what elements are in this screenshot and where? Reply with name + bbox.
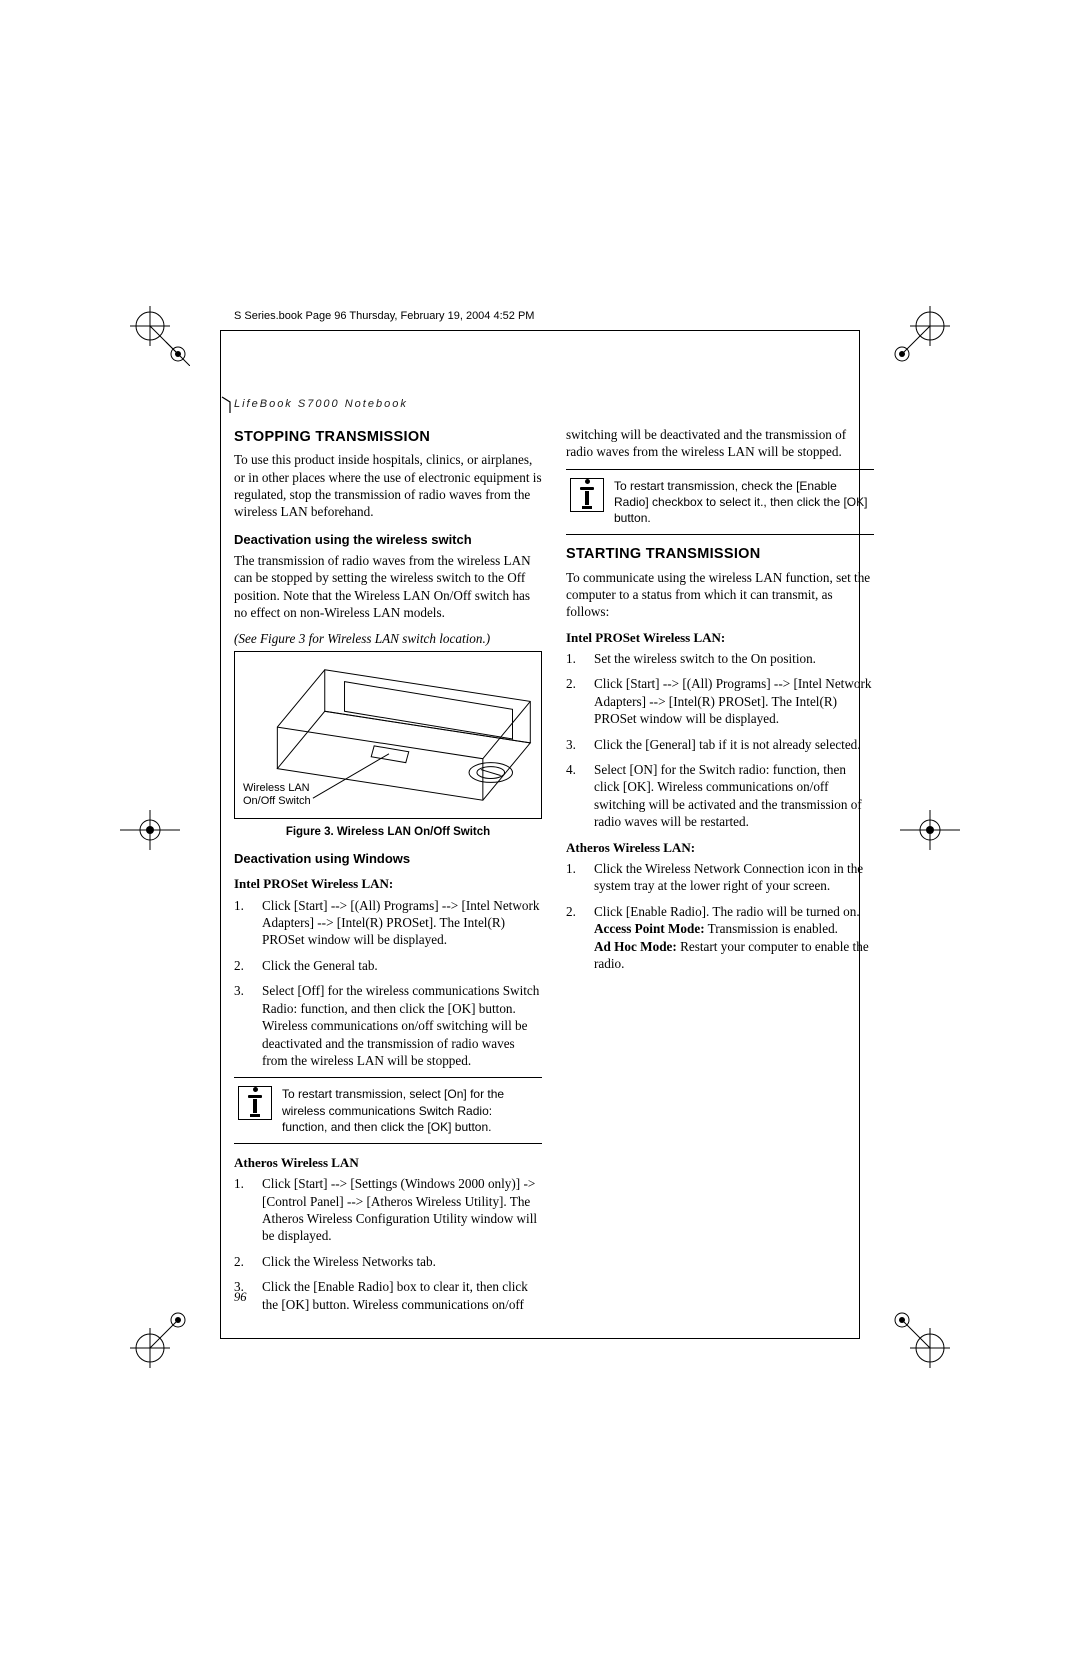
running-head-tick <box>221 396 231 414</box>
list-item: Click [Start] --> [Settings (Windows 200… <box>234 1175 542 1245</box>
framemaker-header: S Series.book Page 96 Thursday, February… <box>234 310 534 322</box>
list-item: Select [Off] for the wireless communicat… <box>234 982 542 1069</box>
page-number: 96 <box>234 1290 247 1305</box>
intel-start-steps: Set the wireless switch to the On positi… <box>566 650 874 831</box>
heading-deactivation-switch: Deactivation using the wireless switch <box>234 531 542 548</box>
running-head: LifeBook S7000 Notebook <box>234 398 408 410</box>
note-restart-intel: To restart transmission, select [On] for… <box>234 1077 542 1144</box>
intel-deactivation-steps: Click [Start] --> [(All) Programs] --> [… <box>234 897 542 1070</box>
info-icon <box>238 1086 272 1120</box>
para-stopping-intro: To use this product inside hospitals, cl… <box>234 451 542 521</box>
atheros-start-steps: Click the Wireless Network Connection ic… <box>566 860 874 973</box>
access-point-text: Transmission is enabled. <box>705 921 838 936</box>
heading-atheros-2: Atheros Wireless LAN: <box>566 839 874 856</box>
page-body: STOPPING TRANSMISSION To use this produc… <box>234 426 874 1321</box>
crop-mark-left-mid <box>120 800 180 860</box>
page-frame-right <box>859 330 860 1338</box>
list-item: Click [Start] --> [(All) Programs] --> [… <box>566 675 874 727</box>
list-item: Click the General tab. <box>234 957 542 974</box>
list-item: Click the Wireless Network Connection ic… <box>566 860 874 895</box>
heading-deactivation-windows: Deactivation using Windows <box>234 850 542 867</box>
list-item: Select [ON] for the Switch radio: functi… <box>566 761 874 831</box>
page-frame-bottom <box>220 1338 860 1339</box>
heading-atheros-1: Atheros Wireless LAN <box>234 1154 542 1171</box>
info-icon <box>570 478 604 512</box>
heading-intel-proset-2: Intel PROSet Wireless LAN: <box>566 629 874 646</box>
crop-mark-top-right <box>890 306 950 366</box>
page-frame-left <box>220 330 221 1338</box>
crop-mark-bottom-right <box>890 1308 950 1368</box>
para-continuation: switching will be deactivated and the tr… <box>566 426 874 461</box>
page-frame-top <box>220 330 860 331</box>
figure-wireless-switch: Wireless LAN On/Off Switch <box>234 651 542 819</box>
crop-mark-top-left <box>130 306 190 366</box>
figure-caption: Figure 3. Wireless LAN On/Off Switch <box>234 825 542 840</box>
switch-label: Wireless LAN On/Off Switch <box>243 782 311 808</box>
access-point-label: Access Point Mode: <box>594 921 705 936</box>
atheros-deactivation-steps: Click [Start] --> [Settings (Windows 200… <box>234 1175 542 1313</box>
list-item: Click the Wireless Networks tab. <box>234 1253 542 1270</box>
list-item: Click the [General] tab if it is not alr… <box>566 736 874 753</box>
heading-intel-proset-1: Intel PROSet Wireless LAN: <box>234 875 542 892</box>
switch-label-line1: Wireless LAN <box>243 782 310 794</box>
list-item: Click [Enable Radio]. The radio will be … <box>566 903 874 973</box>
step-lead-text: Click [Enable Radio]. The radio will be … <box>594 904 860 919</box>
heading-starting-transmission: STARTING TRANSMISSION <box>566 545 874 564</box>
switch-label-line2: On/Off Switch <box>243 795 311 807</box>
para-starting-intro: To communicate using the wireless LAN fu… <box>566 569 874 621</box>
crop-mark-bottom-left <box>130 1308 190 1368</box>
note-restart-atheros: To restart transmission, check the [Enab… <box>566 469 874 536</box>
adhoc-label: Ad Hoc Mode: <box>594 939 677 954</box>
heading-stopping-transmission: STOPPING TRANSMISSION <box>234 428 542 447</box>
list-item: Click [Start] --> [(All) Programs] --> [… <box>234 897 542 949</box>
para-deactivation-switch: The transmission of radio waves from the… <box>234 552 542 622</box>
list-item: Set the wireless switch to the On positi… <box>566 650 874 667</box>
crop-mark-right-mid <box>900 800 960 860</box>
note-text: To restart transmission, check the [Enab… <box>614 478 870 527</box>
list-item: Click the [Enable Radio] box to clear it… <box>234 1278 542 1313</box>
figure-reference: (See Figure 3 for Wireless LAN switch lo… <box>234 630 542 647</box>
note-text: To restart transmission, select [On] for… <box>282 1086 538 1135</box>
